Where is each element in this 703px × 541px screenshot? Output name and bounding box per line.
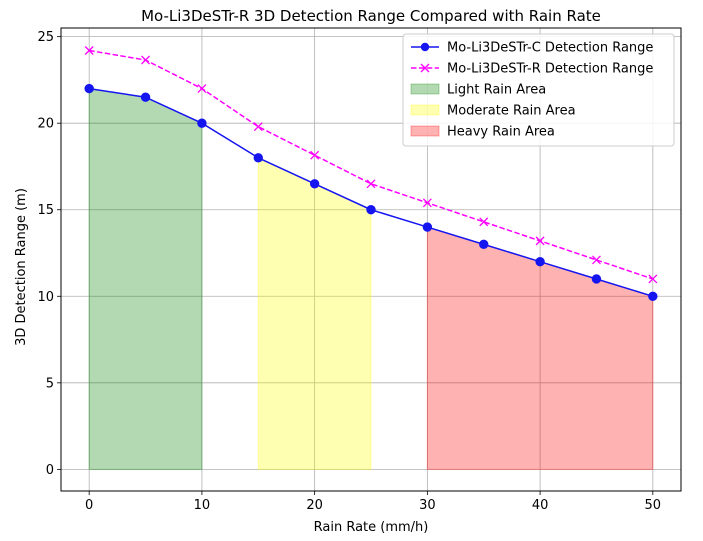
legend-box <box>402 33 675 147</box>
series-lines <box>84 46 658 301</box>
y-tick-label: 25 <box>37 30 54 45</box>
area-light-rain-area <box>88 87 203 470</box>
axis-ticks: 0 10 20 30 40 50 0 5 10 15 20 25 <box>37 30 661 513</box>
x-tick-label: 40 <box>532 498 549 513</box>
legend-marker-1 <box>420 42 430 52</box>
series-2-point <box>648 274 658 284</box>
legend-marker-2 <box>420 63 430 73</box>
marker-stroke <box>197 84 207 94</box>
series-1-point <box>535 256 545 267</box>
y-tick-label: 20 <box>37 117 54 132</box>
legend-label: Heavy Rain Area <box>447 125 555 140</box>
chart-title: Mo-Li3DeSTr-R 3D Detection Range Compare… <box>141 7 601 25</box>
series-2-point <box>366 179 376 189</box>
series-2-point <box>535 236 545 246</box>
x-tick-label: 10 <box>194 498 211 513</box>
y-tick-label: 15 <box>37 203 54 218</box>
legend-label: Light Rain Area <box>447 83 546 98</box>
y-axis-label: 3D Detection Range (m) <box>14 188 29 346</box>
plot-frame <box>60 27 682 492</box>
x-axis-label: Rain Rate (mm/h) <box>314 520 429 535</box>
y-tick-label: 10 <box>37 290 54 305</box>
series-1-point <box>197 118 207 128</box>
marker-stroke <box>479 217 489 227</box>
marker-stroke <box>84 46 94 55</box>
series-2-point <box>197 84 207 94</box>
legend: Mo-Li3DeSTr-C Detection Range Mo-Li3DeSTr… <box>402 33 675 147</box>
legend-label: Mo-Li3DeSTr-R Detection Range <box>447 62 653 77</box>
series-1-point <box>84 83 94 94</box>
series-2-point <box>591 255 601 265</box>
series-1-point <box>366 205 376 215</box>
x-tick-label: 50 <box>645 498 662 513</box>
y-tick-label: 5 <box>46 376 54 391</box>
series-2-point <box>253 122 263 132</box>
legend-swatch-2 <box>410 104 440 116</box>
series-1-point <box>591 274 602 284</box>
series-2-point <box>84 46 94 55</box>
marker-stroke <box>420 63 430 73</box>
rain-areas <box>88 87 654 470</box>
series-1-point <box>648 291 658 301</box>
series-2-point <box>479 217 489 227</box>
series-2-point <box>310 150 320 160</box>
legend-swatch-3 <box>410 125 440 137</box>
x-tick-label: 30 <box>419 498 436 513</box>
marker-stroke <box>253 122 263 132</box>
legend-swatch-1 <box>410 83 440 95</box>
x-tick-label: 0 <box>85 498 93 513</box>
marker-stroke <box>310 150 320 160</box>
marker-stroke <box>535 236 545 246</box>
marker-stroke <box>648 274 658 284</box>
y-tick-label: 0 <box>46 463 54 478</box>
series-2-point <box>422 198 432 208</box>
series-2-point <box>141 55 151 65</box>
marker-stroke <box>422 198 432 208</box>
marker-stroke <box>366 179 376 189</box>
marker-stroke <box>591 255 601 265</box>
series-1-point <box>140 92 151 102</box>
series-1-point <box>309 179 320 189</box>
series-1-point <box>253 153 263 163</box>
series-1-point <box>422 222 433 232</box>
marker-stroke <box>141 55 151 65</box>
area-moderate-rain-area <box>257 157 372 470</box>
x-tick-label: 20 <box>306 498 323 513</box>
legend-label: Mo-Li3DeSTr-C Detection Range <box>447 41 653 56</box>
legend-label: Moderate Rain Area <box>447 104 576 119</box>
series-line-2 <box>89 49 654 280</box>
series-1-point <box>479 239 489 250</box>
